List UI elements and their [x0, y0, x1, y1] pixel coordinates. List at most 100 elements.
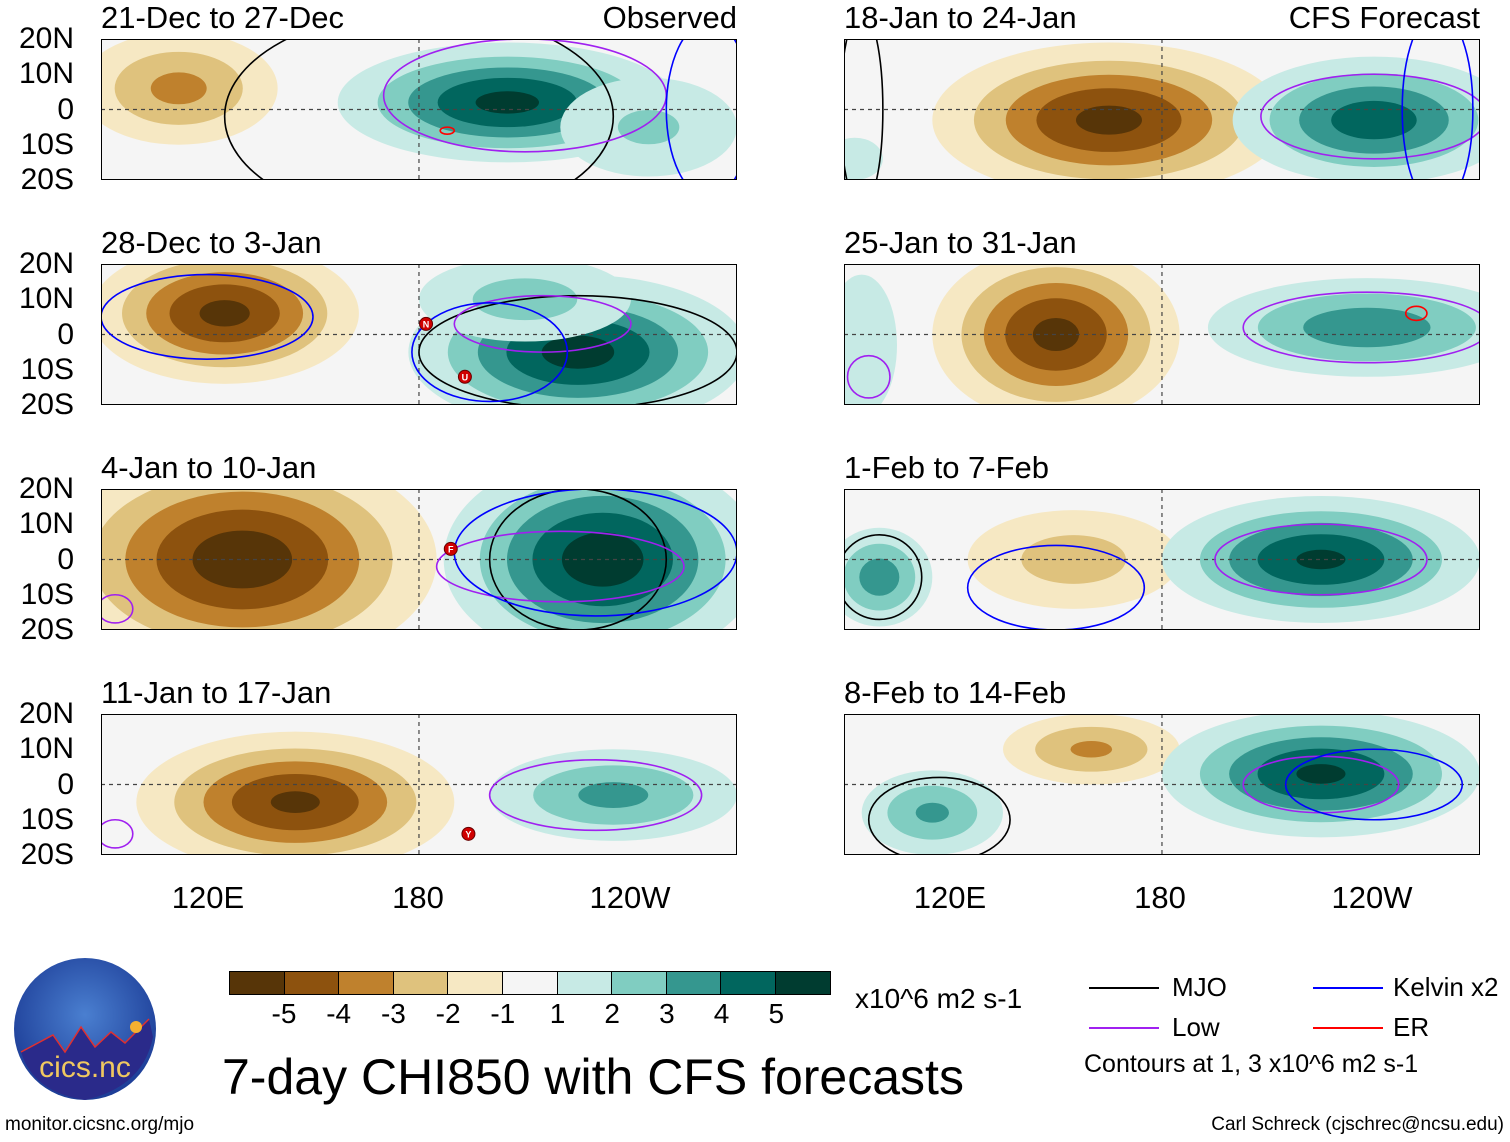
lat-label: 20S — [20, 388, 74, 421]
colorbar-swatch — [284, 972, 340, 994]
colorbar-tick: 1 — [549, 998, 566, 1029]
map-frame — [101, 264, 737, 405]
tropical-storm-icon: Y — [461, 826, 476, 841]
colorbar-tick: -3 — [380, 998, 406, 1029]
legend-label-low: Low — [1172, 1012, 1220, 1042]
map-panel: 21-Dec to 27-Dec Observed — [101, 0, 737, 180]
positive-anomaly-level-3 — [578, 782, 649, 809]
tropical-storm-icon: U — [457, 369, 472, 384]
map-panel: 25-Jan to 31-Jan — [844, 225, 1480, 405]
footer-url[interactable]: monitor.cicsnc.org/mjo — [5, 1114, 195, 1135]
lon-label-180: 180 — [1134, 880, 1186, 915]
map-panel: 18-Jan to 24-Jan CFS Forecast — [844, 0, 1480, 180]
legend-line-low — [1089, 1027, 1159, 1029]
lat-label: 10S — [20, 802, 74, 836]
low-contour — [453, 294, 632, 353]
map-panel: Y 11-Jan to 17-Jan — [101, 675, 737, 855]
map-panel: 1-Feb to 7-Feb — [844, 450, 1480, 630]
positive-anomaly-level-5 — [1296, 549, 1346, 570]
legend-label-kelvin: Kelvin x2 — [1393, 972, 1499, 1002]
lat-label: 0 — [57, 542, 74, 576]
colorbar-swatch — [557, 972, 613, 994]
colorbar-tick: 5 — [768, 998, 785, 1029]
positive-anomaly-level-1 — [844, 137, 883, 180]
low-contour — [101, 593, 134, 624]
map-frame — [844, 264, 1480, 405]
positive-anomaly-level-3 — [1303, 307, 1431, 348]
negative-anomaly-level-5 — [199, 300, 250, 327]
map-frame — [844, 489, 1480, 630]
colorbar-swatch — [612, 972, 667, 994]
lat-label: 20N — [18, 472, 74, 505]
lat-label: 20N — [18, 247, 74, 280]
observed-label: Observed — [602, 0, 737, 35]
colorbar-tick: 3 — [659, 998, 675, 1029]
lat-label: 20S — [20, 613, 74, 646]
negative-anomaly-level-2 — [1021, 535, 1126, 584]
map-frame — [101, 39, 737, 180]
lat-label: 10N — [18, 282, 74, 316]
lat-label: 10N — [18, 57, 74, 91]
kelvin-contour — [1401, 39, 1474, 180]
lat-label: 20N — [18, 22, 74, 55]
lat-label: 20N — [18, 697, 74, 730]
legend-line-mjo — [1089, 987, 1159, 989]
positive-anomaly-level-5 — [1296, 764, 1346, 784]
negative-anomaly-level-5 — [1075, 105, 1142, 135]
low-contour — [101, 818, 134, 849]
svg-text:F: F — [448, 544, 454, 554]
positive-anomaly-level-3 — [859, 558, 900, 596]
mjo-contour — [488, 489, 668, 630]
lat-label: 10S — [20, 352, 74, 386]
positive-anomaly-level-2 — [617, 109, 680, 145]
panel-date-range: 4-Jan to 10-Jan — [101, 450, 317, 485]
low-contour — [488, 759, 703, 832]
map-frame — [844, 714, 1480, 855]
lat-label: 10S — [20, 127, 74, 161]
legend-label-mjo: MJO — [1172, 972, 1227, 1002]
kelvin-contour — [411, 301, 569, 403]
er-contour — [1404, 305, 1428, 322]
colorbar-tick: 2 — [604, 998, 620, 1029]
lon-label-120w: 120W — [589, 880, 671, 915]
contour-note: Contours at 1, 3 x10^6 m2 s-1 — [1084, 1050, 1419, 1078]
colorbar-swatch — [448, 972, 503, 994]
positive-anomaly-level-3 — [915, 802, 949, 823]
forecast-label: CFS Forecast — [1288, 0, 1480, 35]
colorbar-units: x10^6 m2 s-1 — [855, 983, 1023, 1014]
legend-label-er: ER — [1393, 1012, 1430, 1042]
panel-date-range: 28-Dec to 3-Jan — [101, 225, 322, 260]
low-contour — [1214, 523, 1428, 596]
map-frame — [101, 714, 737, 855]
legend-line-er — [1313, 1027, 1383, 1029]
map-panel: F 4-Jan to 10-Jan — [101, 450, 737, 630]
lat-label: 0 — [57, 92, 74, 126]
colorbar-tick: -4 — [326, 998, 352, 1029]
lon-label-120e: 120E — [913, 880, 987, 915]
colorbar-tick: -5 — [271, 998, 297, 1029]
lon-label-120w: 120W — [1331, 880, 1413, 915]
colorbar — [229, 971, 831, 995]
lat-label: 20S — [20, 838, 74, 871]
colorbar-swatch — [393, 972, 449, 994]
negative-anomaly-level-5 — [192, 530, 293, 589]
positive-anomaly-level-4 — [1331, 100, 1417, 140]
low-contour — [1260, 73, 1480, 160]
lon-label-120e: 120E — [171, 880, 245, 915]
panel-date-range: 1-Feb to 7-Feb — [844, 450, 1050, 485]
positive-anomaly-level-1 — [844, 274, 897, 405]
positive-anomaly-level-5 — [561, 532, 644, 587]
negative-anomaly-level-3 — [150, 72, 207, 105]
tropical-storm-icon: N — [419, 316, 434, 331]
negative-anomaly-level-3 — [1070, 740, 1113, 758]
panel-date-range: 25-Jan to 31-Jan — [844, 225, 1077, 260]
svg-text:Y: Y — [465, 829, 471, 839]
map-frame — [844, 39, 1480, 180]
low-contour — [846, 354, 891, 399]
low-contour — [1242, 291, 1480, 364]
map-panel: 8-Feb to 14-Feb — [844, 675, 1480, 855]
lat-label: 0 — [57, 317, 74, 351]
map-frame — [101, 489, 737, 630]
lat-label: 20S — [20, 163, 74, 196]
panel-date-range: 18-Jan to 24-Jan — [844, 0, 1077, 35]
